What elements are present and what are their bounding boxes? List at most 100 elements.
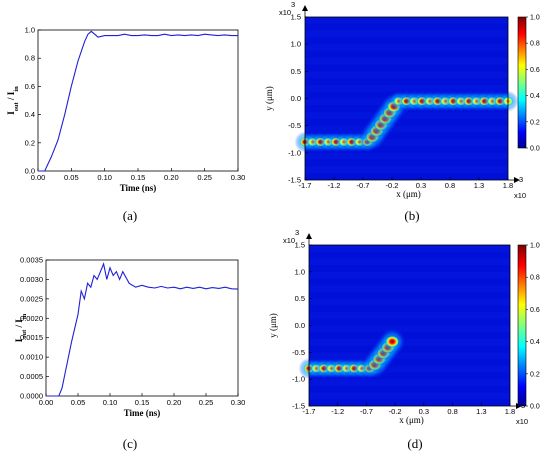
x-tick-label: 0.20 [167,398,182,407]
field-texture [305,152,508,160]
x-tick-label: -1.2 [331,407,344,416]
y-tick-label: 0.0020 [20,314,43,323]
y-axis-arrowhead [302,5,308,11]
field-texture [309,245,510,252]
field-texture [309,258,510,266]
y-tick-label: -0.5 [288,121,301,130]
x-tick-label: 0.00 [39,398,54,407]
field-texture [305,84,508,92]
colorbar: 1.0 0.8 0.6 0.4 0.2 0.0 [517,15,540,153]
y-tick-label: 0.6 [25,82,35,91]
x-tick-label: 0.30 [231,398,246,407]
y-tick-label: 0.0025 [20,294,43,303]
colorbar-tick-label: 0.4 [530,93,540,100]
caption-c: (c) [123,436,137,451]
colorbar-tick-label: 0.2 [530,119,540,126]
y-tick-label: 0.0005 [20,372,43,381]
x-tick-label: 0.05 [71,398,86,407]
field-texture [309,312,510,319]
y-tick-label: 0.0000 [20,392,43,401]
y-tick-label: -0.5 [292,348,305,357]
y-axis-label: y (μm) [268,313,278,338]
x-axis-label: x (μm) [396,189,421,199]
field-texture [305,139,508,147]
x-tick-label: 0.25 [197,173,212,182]
x-tick-label: -0.2 [389,407,402,416]
x-tick-label: 0.8 [445,181,455,190]
x-tick-label: 0.15 [135,398,150,407]
panel-d: -1.7 -1.2 -0.7 -0.2 0.3 0.8 1.3 1.8 1.5 1.0 0.5 0.0… [268,228,540,426]
field-spot [385,335,400,348]
y-exponent: x10 [279,8,291,17]
y-tick-label: 0.4 [25,110,35,119]
x-tick-label: 0.3 [416,181,426,190]
x-tick-label: 0.15 [131,173,146,182]
colorbar-gradient [517,244,527,407]
panel-c: 0.00 0.05 0.10 0.15 0.20 0.25 0.30 0.0035 0.0030… [14,256,245,419]
x-tick-label: 0.20 [164,173,179,182]
field-texture [309,285,510,292]
field-texture [305,17,508,24]
y-tick-label: 0.5 [295,294,305,303]
y-tick-label: 1.0 [295,267,305,276]
y-tick-label: 1.5 [291,13,301,22]
y-tick-label: 0.5 [291,67,301,76]
x-tick-label: 0.00 [31,173,46,182]
y-axis-label: Iout / Iin [6,86,20,115]
colorbar-tick-label: 1.0 [530,15,540,22]
colorbar-tick-label: 0.2 [530,371,540,378]
x-tick-label: -1.7 [303,407,316,416]
field-texture [309,338,510,346]
x-tick-label: -0.7 [357,181,370,190]
x-tick-label: -1.7 [299,181,312,190]
colorbar-tick-label: 0.6 [530,307,540,314]
field-background [309,245,510,406]
x-tick-label: 0.8 [447,407,457,416]
y-axis-label: y (μm) [264,86,274,111]
caption-b: (b) [404,208,419,223]
y-tick-label: 0.0035 [20,256,43,265]
x-axis-label: Time (ns) [120,183,157,193]
field-texture [305,112,508,119]
colorbar-tick-label: 0.0 [530,146,540,153]
x-tick-label: -0.2 [386,181,399,190]
field-texture [309,365,510,373]
y-exponent-power: 3 [291,0,295,9]
x-tick-label: 0.10 [103,398,118,407]
colorbar-tick-label: 0.8 [530,275,540,282]
x-exponent: x10 [516,417,528,426]
caption-d: (d) [407,436,422,451]
x-tick-label: -0.7 [360,407,373,416]
x-tick-label: 1.8 [503,181,513,190]
series-line [38,30,238,172]
field-texture [305,125,508,133]
y-tick-label: 0.0 [25,167,35,176]
y-axis-arrowhead [306,233,312,239]
x-axis-label: x (μm) [399,415,424,425]
field-texture [309,325,510,333]
y-tick-label: -1.5 [288,176,301,185]
x-axis-label: Time (ns) [124,408,161,418]
panel-a: 0.00 0.05 0.10 0.15 0.20 0.25 0.30 0.0 0.2 0.4 0.6… [6,26,245,194]
colorbar-tick-label: 0.0 [530,404,540,411]
colorbar-gradient [517,16,527,149]
x-tick-label: 0.10 [97,173,112,182]
x-tick-label: 0.3 [419,407,429,416]
y-tick-label: 1.0 [291,40,301,49]
caption-a: (a) [123,208,137,223]
y-tick-label: 1.0 [25,26,35,35]
x-tick-label: 0.30 [231,173,246,182]
x-axis-arrowhead [514,177,520,183]
x-tick-label: 1.3 [474,181,484,190]
field-texture [309,298,510,306]
x-exponent-power: 3 [519,175,523,184]
panel-b: -1.7 -1.2 -0.7 -0.2 0.3 0.8 1.3 1.8 1.5 1.0 0.5 0.0… [264,0,540,200]
colorbar-tick-label: 1.0 [530,243,540,250]
field-texture [305,166,508,174]
colorbar: 1.0 0.8 0.6 0.4 0.2 0.0 [517,243,540,411]
y-tick-label: -1.5 [292,402,305,411]
x-tick-label: 0.25 [199,398,214,407]
x-tick-label: 1.8 [505,407,515,416]
y-tick-label: -1.0 [292,375,305,384]
y-tick-label: 1.5 [295,241,305,250]
